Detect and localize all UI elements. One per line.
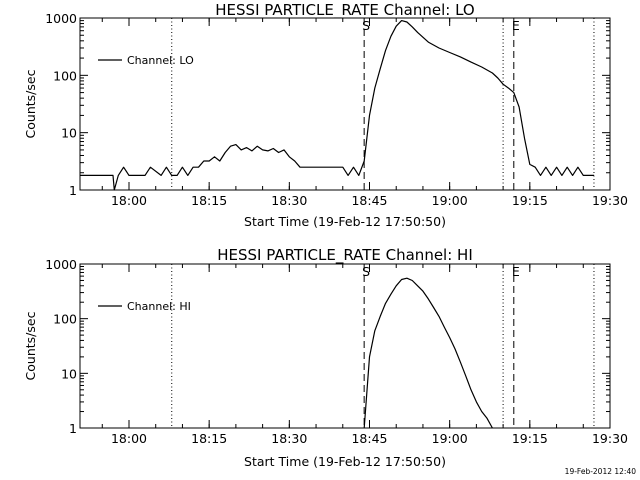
y-tick-label: 10 bbox=[61, 126, 77, 141]
y-tick-label: 1000 bbox=[45, 257, 77, 272]
y-tick-label: 1 bbox=[69, 421, 77, 436]
x-tick-label: 18:45 bbox=[351, 431, 387, 446]
plot-frame bbox=[79, 17, 611, 191]
panel-lo-channel: HESSI PARTICLE_RATE Channel: LO 18:00 18:1… bbox=[23, 1, 628, 229]
x-tick-label: 19:00 bbox=[432, 431, 468, 446]
x-tick-label: 19:30 bbox=[592, 193, 628, 208]
legend-label: Channel: LO bbox=[127, 54, 194, 67]
event-marker-label: S bbox=[362, 18, 370, 33]
x-tick-label: 18:00 bbox=[111, 193, 147, 208]
series-line bbox=[80, 20, 594, 191]
x-tick-label: 18:30 bbox=[271, 431, 307, 446]
x-tick-label: 19:15 bbox=[512, 431, 548, 446]
x-tick-label: 18:00 bbox=[111, 431, 147, 446]
x-tick-label: 18:45 bbox=[351, 193, 387, 208]
x-tick-label: 19:15 bbox=[512, 193, 548, 208]
x-tick-label: 18:30 bbox=[271, 193, 307, 208]
chart-title: HESSI PARTICLE_RATE Channel: HI bbox=[217, 246, 473, 265]
chart-title: HESSI PARTICLE_RATE Channel: LO bbox=[215, 1, 474, 20]
y-tick-label: 10 bbox=[61, 366, 77, 381]
x-tick-label: 18:15 bbox=[191, 431, 227, 446]
footer-timestamp: 19-Feb-2012 12:40 bbox=[565, 467, 637, 476]
y-axis-label: Counts/sec bbox=[23, 311, 38, 380]
x-axis-label: Start Time (19-Feb-12 17:50:50) bbox=[244, 454, 446, 469]
x-axis-label: Start Time (19-Feb-12 17:50:50) bbox=[244, 214, 446, 229]
event-marker-label: S bbox=[362, 264, 370, 279]
series-line bbox=[363, 277, 493, 429]
y-axis-label: Counts/sec bbox=[23, 69, 38, 138]
y-tick-label: 1000 bbox=[45, 11, 77, 26]
x-tick-label: 19:00 bbox=[432, 193, 468, 208]
event-marker-label: E bbox=[512, 264, 520, 279]
x-tick-label: 18:15 bbox=[191, 193, 227, 208]
panel-hi-channel: HESSI PARTICLE_RATE Channel: HI 18:00 18:1… bbox=[23, 246, 628, 469]
plot-frame bbox=[79, 263, 611, 429]
y-tick-label: 100 bbox=[53, 68, 77, 83]
y-tick-label: 100 bbox=[53, 312, 77, 327]
x-tick-label: 19:30 bbox=[592, 431, 628, 446]
y-tick-label: 1 bbox=[69, 183, 77, 198]
event-marker-label: E bbox=[512, 18, 520, 33]
legend-label: Channel: HI bbox=[127, 300, 191, 313]
